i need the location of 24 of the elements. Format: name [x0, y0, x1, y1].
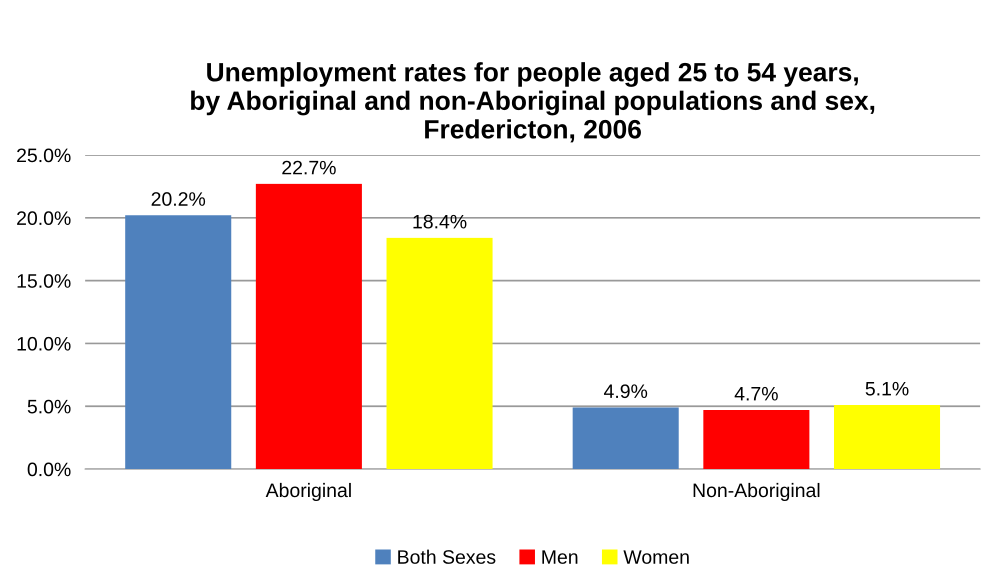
x-tick-label: Non-Aboriginal: [694, 482, 820, 502]
y-tick-label: 5.0%: [28, 400, 71, 414]
y-tick-label: 10.0%: [18, 336, 71, 351]
data-label: 5.1%: [866, 382, 908, 396]
bar: [256, 184, 362, 470]
chart-title: Unemployment rates for people aged 25 to 54 years, by Aboriginal and non-Aboriginal populations and sex, Fredericton, 2006: [191, 62, 874, 142]
legend-label: Both Sexes: [398, 550, 496, 564]
bar: [834, 404, 940, 470]
legend-label: Men: [542, 550, 578, 564]
x-tick-label: Aboriginal: [266, 482, 351, 502]
bar: [572, 407, 679, 470]
y-tick-label: 25.0%: [17, 148, 71, 162]
bar: [386, 238, 493, 470]
bar: [703, 410, 810, 470]
y-tick-label: 0.0%: [28, 462, 71, 476]
data-label: 22.7%: [282, 160, 336, 174]
data-label: 20.2%: [152, 192, 206, 206]
y-tick-label: 20.0%: [17, 211, 71, 226]
data-label: 4.9%: [604, 384, 648, 398]
data-label: 4.7%: [734, 386, 778, 401]
legend-label: Women: [623, 550, 689, 564]
data-label: 18.4%: [413, 214, 466, 229]
y-tick-label: 15.0%: [18, 274, 71, 288]
bar: [125, 215, 232, 470]
